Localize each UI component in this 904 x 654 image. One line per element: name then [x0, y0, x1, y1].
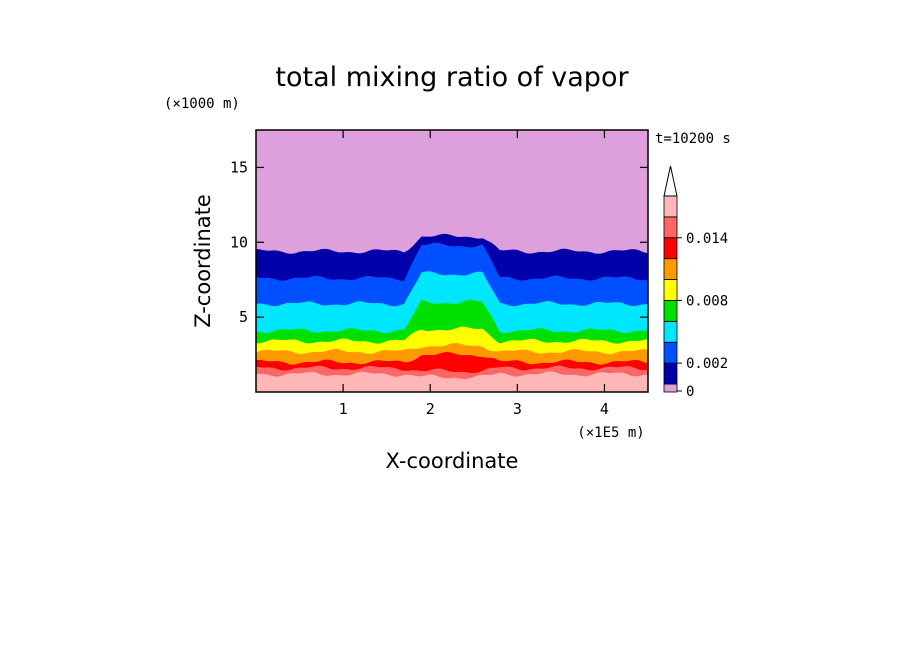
colorbar-tick-label: 0.002 [686, 356, 728, 372]
plot-frame [255, 129, 649, 393]
colorbar-segment [663, 195, 678, 218]
x-tick-label: 2 [426, 400, 435, 418]
plot-area: 1 2 3 4 5 10 15 [230, 129, 649, 418]
colorbar-segment [663, 258, 678, 280]
x-tick-label: 3 [513, 400, 522, 418]
y-unit-label: (×1000 m) [164, 96, 240, 112]
time-label: t=10200 s [655, 131, 731, 147]
colorbar-segment [663, 341, 678, 364]
colorbar-segment [663, 300, 678, 322]
colorbar: 0 0.002 0.008 0.014 [663, 165, 728, 400]
y-tick-label: 10 [230, 233, 248, 251]
colorbar-segment [663, 320, 678, 343]
colorbar-segment [663, 216, 678, 239]
x-unit-label: (×1E5 m) [577, 425, 644, 441]
colorbar-segment [663, 279, 678, 301]
contour-bands [256, 130, 648, 392]
colorbar-tick-label: 0.014 [686, 231, 728, 247]
y-tick-label: 5 [239, 308, 248, 326]
x-tick-label: 1 [339, 400, 348, 418]
colorbar-segment [663, 383, 678, 393]
contour-band [256, 371, 648, 392]
x-ticks: 1 2 3 4 [339, 130, 609, 418]
colorbar-segment [663, 362, 678, 385]
chart-title: total mixing ratio of vapor [275, 62, 629, 93]
x-tick-label: 4 [600, 400, 609, 418]
colorbar-tick-label: 0 [686, 384, 694, 400]
colorbar-extend-triangle [663, 165, 678, 197]
y-ticks: 5 10 15 [230, 158, 648, 326]
colorbar-segment [663, 237, 678, 260]
colorbar-tick-label: 0.008 [686, 293, 728, 309]
y-tick-label: 15 [230, 158, 248, 176]
y-axis-label: Z-coordinate [191, 194, 215, 328]
x-axis-label: X-coordinate [386, 449, 519, 473]
